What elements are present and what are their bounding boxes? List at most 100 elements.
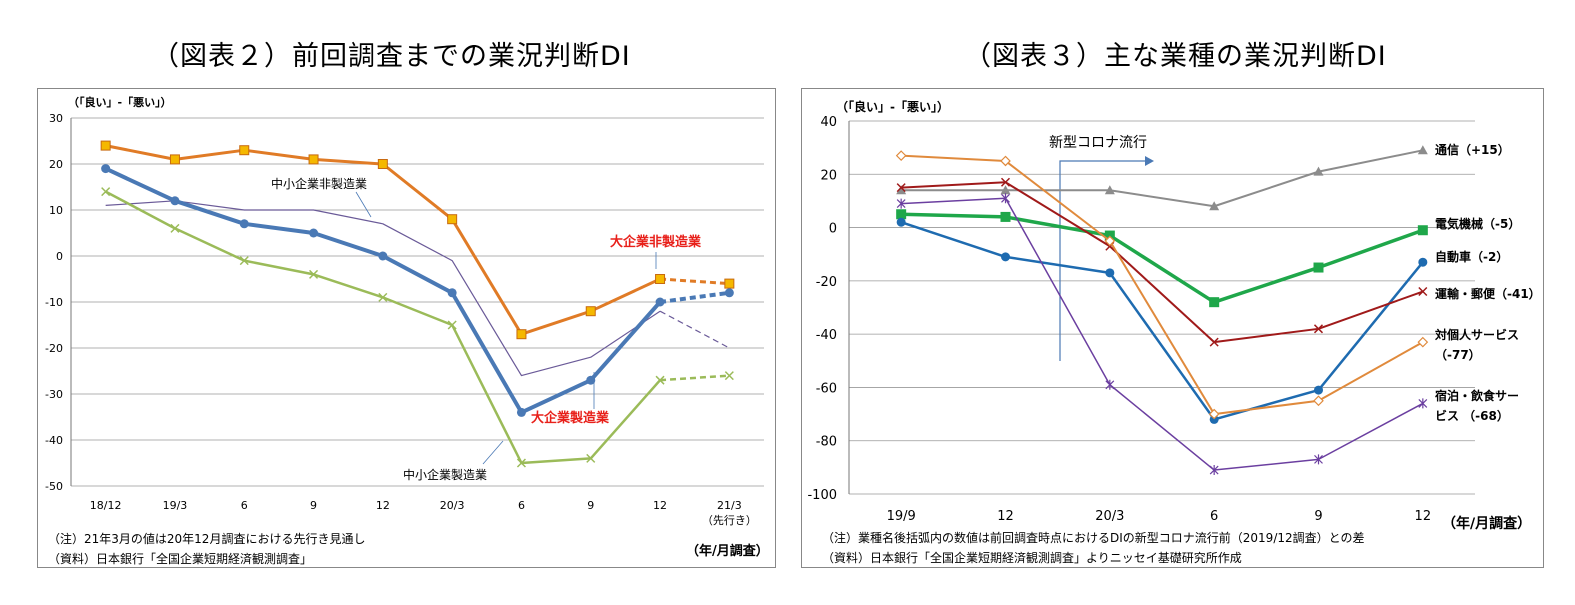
- data-point: [309, 228, 319, 238]
- series-forecast-line: [659, 374, 730, 382]
- y-tick-label: 20: [820, 168, 837, 183]
- data-point: [516, 407, 526, 417]
- x-tick-label: 12: [376, 499, 390, 512]
- y-tick-label: -60: [816, 381, 837, 396]
- right-source: （資料）日本銀行「全国企業短期経済観測調査」よりニッセイ基礎研究所作成: [822, 551, 1242, 565]
- series-label: 電気機械（-5）: [1435, 216, 1520, 231]
- data-point: [1314, 454, 1323, 465]
- data-point: [1209, 297, 1220, 308]
- right-note: （注）業種名後括弧内の数値は前回調査時点におけるDIの新型コロナ流行前（2019…: [822, 531, 1365, 545]
- data-point: [239, 219, 249, 229]
- data-point: [724, 278, 735, 289]
- left-chart-frame: （「良い」‐「悪い」） 30 20 10 0 -10 -20 -30 -40 -50 18/12 19…: [37, 88, 776, 568]
- series-forecast-line: [659, 277, 730, 286]
- right-chart-frame: （「良い」‐「悪い」） 40 20 0 -20 -40 -60 -80 -100 19/9 12 20…: [801, 88, 1544, 568]
- corona-annotation: 新型コロナ流行: [1049, 135, 1147, 151]
- x-tick-label: 12: [997, 509, 1014, 524]
- x-tick-sublabel: （先行き）: [702, 514, 757, 527]
- y-tick-label: -100: [807, 488, 837, 503]
- label-small-mfg: 中小企業製造業: [403, 467, 487, 482]
- data-point: [101, 187, 111, 197]
- data-point: [377, 159, 388, 169]
- series-label: 対個人サービス: [1434, 327, 1519, 342]
- series-line: [901, 197, 1424, 471]
- data-point: [586, 453, 596, 463]
- data-point: [1313, 395, 1324, 407]
- data-point: [516, 458, 526, 468]
- data-point: [896, 185, 907, 195]
- data-point: [447, 320, 457, 330]
- label-small-nonmfg: 中小企業非製造業: [271, 176, 367, 191]
- data-point: [239, 145, 250, 156]
- series-label-line2: ビス （-68）: [1435, 408, 1509, 423]
- corona-arrow-head: [1145, 156, 1154, 166]
- series-line: [901, 212, 1424, 304]
- y-tick-label: -10: [45, 296, 63, 309]
- data-point: [100, 140, 111, 151]
- data-point: [1313, 166, 1324, 176]
- data-point: [1418, 257, 1428, 267]
- y-tick-label: -50: [45, 480, 63, 493]
- x-tick-label: 12: [653, 499, 667, 512]
- data-point: [1313, 262, 1324, 273]
- left-note: （注）21年3月の値は20年12月調査における先行き見通し: [48, 532, 366, 546]
- data-point: [170, 196, 180, 206]
- data-point: [1105, 379, 1115, 390]
- data-point: [516, 329, 527, 340]
- data-point: [1417, 225, 1428, 236]
- x-tick-label: 6: [241, 499, 248, 512]
- left-period-label: （年/月調査）: [686, 544, 769, 559]
- data-point: [1209, 465, 1219, 476]
- data-point: [1418, 398, 1428, 409]
- data-point: [1209, 337, 1219, 347]
- data-point: [447, 214, 458, 225]
- series-label: 宿泊・飲食サー: [1435, 388, 1519, 403]
- data-point: [896, 198, 906, 209]
- data-point: [169, 154, 180, 165]
- series-line: [901, 181, 1424, 344]
- data-point: [309, 269, 319, 279]
- y-tick-label: -80: [816, 435, 837, 450]
- data-point: [1313, 324, 1324, 334]
- y-tick-label: -40: [816, 328, 837, 343]
- x-tick-label: 19/9: [887, 509, 916, 524]
- label-large-nonmfg: 大企業非製造業: [610, 234, 702, 250]
- y-tick-label: 0: [829, 222, 837, 237]
- x-tick-label: 6: [518, 499, 525, 512]
- data-point: [447, 288, 457, 298]
- x-tick-label: 20/3: [1095, 509, 1124, 524]
- label-arrow: [482, 440, 504, 465]
- series-forecast-line: [659, 290, 730, 304]
- data-point: [1208, 408, 1220, 420]
- data-point: [239, 256, 249, 266]
- data-point: [378, 292, 388, 302]
- data-point: [1104, 185, 1115, 195]
- y-tick-label: 20: [49, 158, 63, 171]
- series-forecast-line: [659, 310, 730, 349]
- data-point: [1001, 193, 1010, 204]
- data-point: [1001, 252, 1010, 262]
- data-point: [1104, 235, 1116, 247]
- data-point: [655, 274, 666, 284]
- series-label: 自動車（-2）: [1435, 249, 1508, 264]
- series-line: [104, 166, 662, 415]
- x-tick-label: 19/3: [163, 499, 188, 512]
- y-tick-label: -30: [45, 388, 63, 401]
- series-line: [900, 221, 1424, 421]
- data-point: [896, 183, 906, 193]
- left-chart-title: （図表２）前回調査までの業況判断DI: [152, 41, 631, 72]
- series-line: [901, 154, 1424, 416]
- right-period-label: （年/月調査）: [1442, 516, 1532, 532]
- data-point: [1000, 185, 1011, 195]
- data-point: [724, 371, 734, 381]
- data-point: [378, 251, 388, 261]
- data-point: [1000, 211, 1011, 222]
- data-point: [896, 209, 907, 220]
- data-point: [1105, 268, 1115, 278]
- x-tick-label: 9: [587, 499, 594, 512]
- y-tick-label: -20: [45, 342, 63, 355]
- data-point: [1417, 336, 1429, 348]
- data-point: [170, 223, 180, 233]
- label-arrow: [355, 191, 372, 218]
- x-tick-label: 9: [310, 499, 317, 512]
